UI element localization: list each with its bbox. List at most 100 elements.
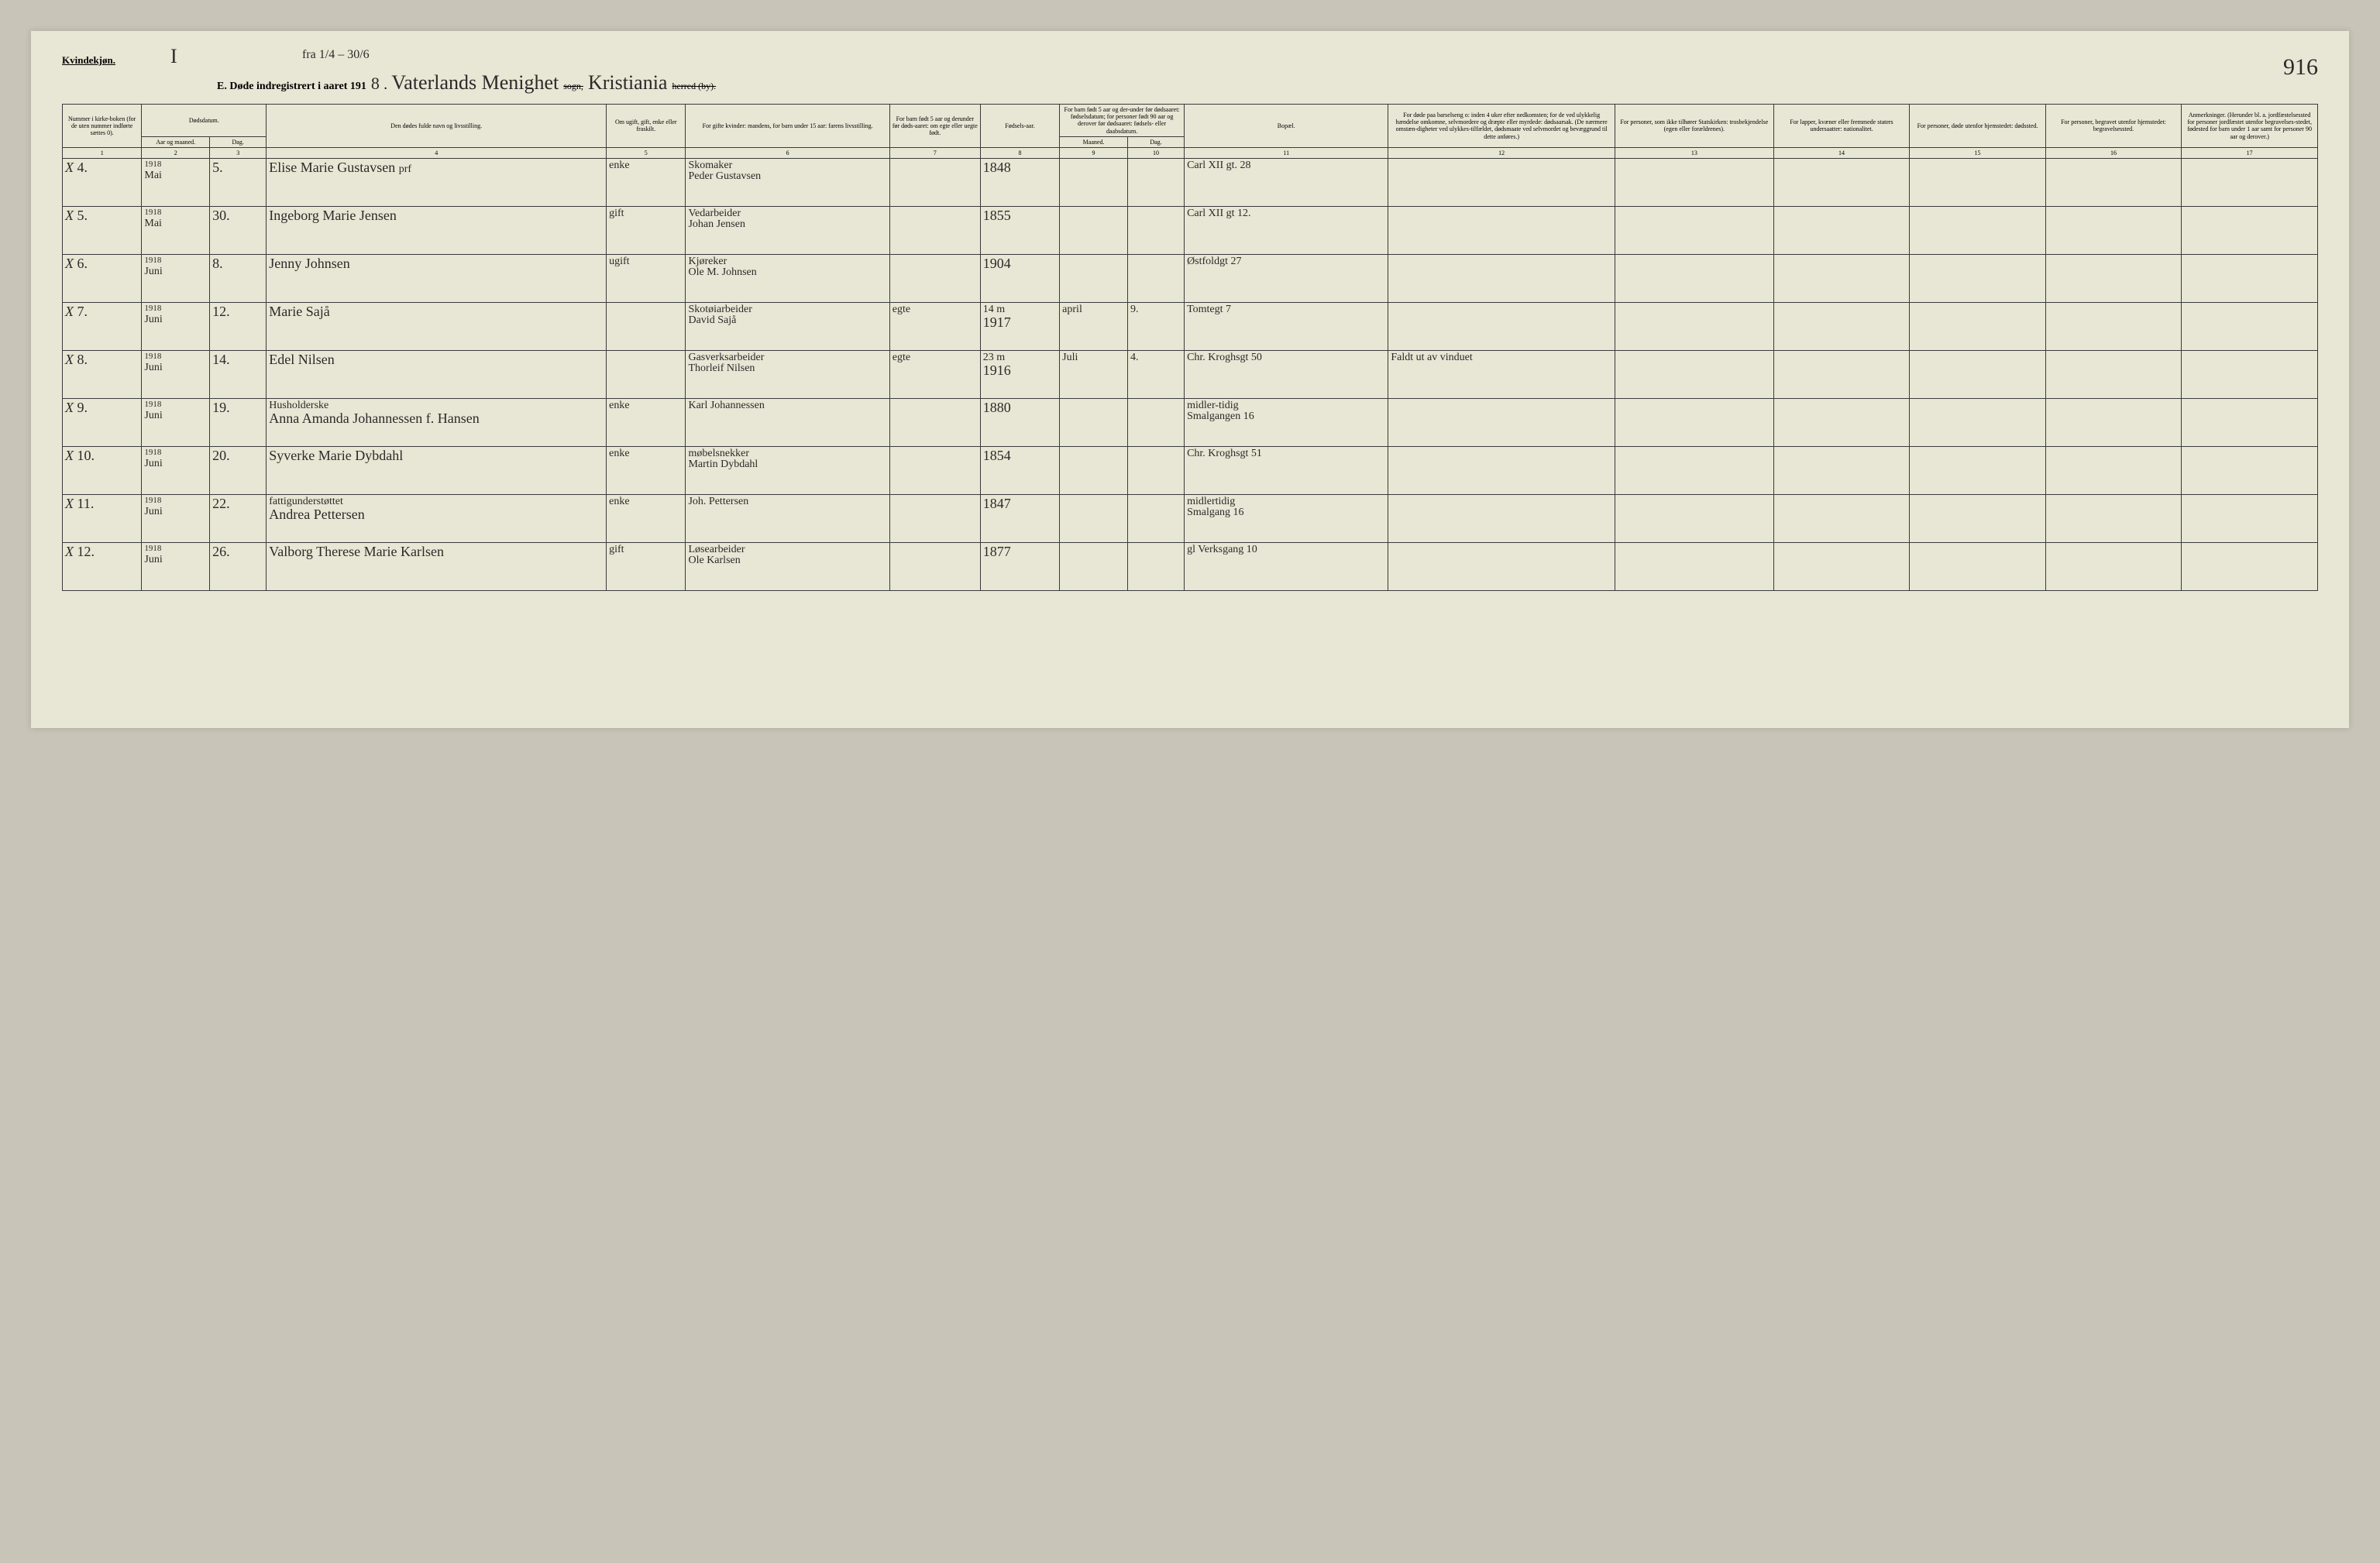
colnum: 16	[2045, 147, 2182, 158]
birth-year: 1904	[980, 255, 1059, 303]
marital-status	[607, 351, 686, 399]
empty-cell	[2045, 303, 2182, 351]
residence: Østfoldgt 27	[1185, 255, 1388, 303]
table-row: X 7.1918Juni12.Marie SajåSkotøiarbeiderD…	[63, 303, 2318, 351]
date-range-annotation: fra 1/4 – 30/6	[302, 48, 370, 62]
death-year-month: 1918Mai	[142, 159, 210, 207]
col-header-7: For barn født 5 aar og derunder før døds…	[889, 105, 980, 148]
table-row: X 9.1918Juni19.HusholderskeAnna Amanda J…	[63, 399, 2318, 447]
empty-cell	[2182, 207, 2318, 255]
empty-cell	[1615, 303, 1773, 351]
empty-cell	[1773, 159, 1910, 207]
table-row: X 10.1918Juni20.Syverke Marie Dybdahlenk…	[63, 447, 2318, 495]
legitimacy	[889, 255, 980, 303]
marital-status: gift	[607, 207, 686, 255]
legitimacy	[889, 495, 980, 543]
spouse-info: SkomakerPeder Gustavsen	[686, 159, 889, 207]
col-header-12: For døde paa barselseng o: inden 4 uker …	[1388, 105, 1615, 148]
table-row: X 6.1918Juni8.Jenny JohnsenugiftKjøreker…	[63, 255, 2318, 303]
death-day: 12.	[210, 303, 267, 351]
colnum: 15	[1910, 147, 2046, 158]
table-row: X 11.1918Juni22.fattigunderstøttetAndrea…	[63, 495, 2318, 543]
entry-number: X 7.	[63, 303, 142, 351]
empty-cell	[1615, 159, 1773, 207]
marital-status	[607, 303, 686, 351]
empty-cell	[1910, 351, 2046, 399]
col-header-13: For personer, som ikke tilhører Statskir…	[1615, 105, 1773, 148]
colnum: 2	[142, 147, 210, 158]
birth-year: 1855	[980, 207, 1059, 255]
death-year-month: 1918Juni	[142, 495, 210, 543]
spouse-info: KjørekerOle M. Johnsen	[686, 255, 889, 303]
marital-status: enke	[607, 159, 686, 207]
deceased-name: Elise Marie Gustavsen prf	[267, 159, 607, 207]
birth-year: 1847	[980, 495, 1059, 543]
empty-cell	[1910, 447, 2046, 495]
death-year-month: 1918Juni	[142, 351, 210, 399]
empty-cell	[2182, 303, 2318, 351]
birth-day	[1127, 255, 1184, 303]
entry-number: X 8.	[63, 351, 142, 399]
legitimacy: egte	[889, 303, 980, 351]
empty-cell	[1773, 399, 1910, 447]
death-day: 20.	[210, 447, 267, 495]
col-header-16: For personer, begravet utenfor hjemstede…	[2045, 105, 2182, 148]
empty-cell	[2182, 399, 2318, 447]
spouse-info: Joh. Pettersen	[686, 495, 889, 543]
death-year-month: 1918Juni	[142, 543, 210, 591]
empty-cell	[2045, 255, 2182, 303]
empty-cell	[2045, 207, 2182, 255]
birth-month	[1060, 255, 1128, 303]
birth-day: 4.	[1127, 351, 1184, 399]
top-roman-mark: I	[170, 45, 177, 68]
empty-cell	[1615, 495, 1773, 543]
colnum: 10	[1127, 147, 1184, 158]
residence: Chr. Kroghsgt 51	[1185, 447, 1388, 495]
col-header-3: Dag.	[210, 136, 267, 147]
death-cause	[1388, 303, 1615, 351]
birth-month: april	[1060, 303, 1128, 351]
birth-day	[1127, 159, 1184, 207]
colnum: 17	[2182, 147, 2318, 158]
empty-cell	[1773, 351, 1910, 399]
residence: midlertidigSmalgang 16	[1185, 495, 1388, 543]
empty-cell	[2045, 447, 2182, 495]
colnum: 13	[1615, 147, 1773, 158]
empty-cell	[1773, 447, 1910, 495]
colnum: 11	[1185, 147, 1388, 158]
table-row: X 5.1918Mai30.Ingeborg Marie JensengiftV…	[63, 207, 2318, 255]
ledger-table: Nummer i kirke-boken (for de uten nummer…	[62, 104, 2318, 591]
ledger-page: I fra 1/4 – 30/6 916 Kvindekjøn. E. Døde…	[31, 31, 2349, 728]
empty-cell	[1615, 543, 1773, 591]
empty-cell	[1615, 207, 1773, 255]
entry-number: X 12.	[63, 543, 142, 591]
birth-day	[1127, 447, 1184, 495]
legitimacy	[889, 399, 980, 447]
col-header-11: Bopæl.	[1185, 105, 1388, 148]
birth-day	[1127, 207, 1184, 255]
colnum: 8	[980, 147, 1059, 158]
deceased-name: Ingeborg Marie Jensen	[267, 207, 607, 255]
empty-cell	[1773, 495, 1910, 543]
entry-number: X 10.	[63, 447, 142, 495]
col-header-15: For personer, døde utenfor hjemstedet: d…	[1910, 105, 2046, 148]
residence: Chr. Kroghsgt 50	[1185, 351, 1388, 399]
empty-cell	[2182, 495, 2318, 543]
empty-cell	[1615, 255, 1773, 303]
birth-year: 1854	[980, 447, 1059, 495]
birth-month: Juli	[1060, 351, 1128, 399]
birth-year: 23 m1916	[980, 351, 1059, 399]
legitimacy	[889, 207, 980, 255]
deceased-name: HusholderskeAnna Amanda Johannessen f. H…	[267, 399, 607, 447]
death-cause	[1388, 159, 1615, 207]
col-header-9b: Dag.	[1127, 136, 1184, 147]
empty-cell	[1910, 543, 2046, 591]
residence: midler-tidigSmalgangen 16	[1185, 399, 1388, 447]
empty-cell	[1773, 207, 1910, 255]
legitimacy	[889, 543, 980, 591]
colnum: 7	[889, 147, 980, 158]
header-row: Kvindekjøn.	[62, 54, 2318, 67]
birth-year: 1877	[980, 543, 1059, 591]
empty-cell	[2182, 255, 2318, 303]
residence: Tomtegt 7	[1185, 303, 1388, 351]
